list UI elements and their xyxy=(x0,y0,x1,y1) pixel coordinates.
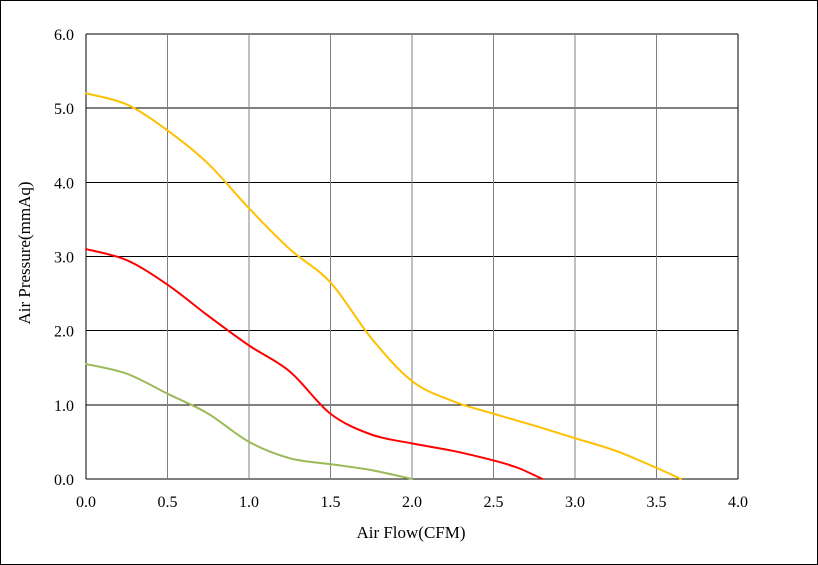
x-tick-label: 2.0 xyxy=(402,494,422,511)
y-tick-label: 4.0 xyxy=(54,175,74,192)
x-tick-labels: 0.0 0.5 1.0 1.5 2.0 2.5 3.0 3.5 4.0 xyxy=(76,494,748,511)
x-tick-label: 1.0 xyxy=(239,494,259,511)
series-lines xyxy=(85,92,682,480)
x-axis-title: Air Flow(CFM) xyxy=(356,523,465,542)
y-tick-labels: 0.0 1.0 2.0 3.0 4.0 5.0 6.0 xyxy=(54,27,74,489)
y-tick-label: 5.0 xyxy=(54,101,74,118)
y-tick-label: 1.0 xyxy=(54,398,74,415)
series-line-1 xyxy=(85,92,682,480)
x-tick-label: 0.0 xyxy=(76,494,96,511)
series-line-3 xyxy=(85,363,413,480)
y-tick-label: 2.0 xyxy=(54,324,74,341)
y-tick-label: 3.0 xyxy=(54,250,74,267)
y-axis-title: Air Pressure(mmAq) xyxy=(15,181,34,324)
x-tick-label: 3.5 xyxy=(647,494,667,511)
x-tick-label: 3.0 xyxy=(565,494,585,511)
x-tick-label: 0.5 xyxy=(158,494,178,511)
x-tick-label: 4.0 xyxy=(728,494,748,511)
x-tick-label: 2.5 xyxy=(484,494,504,511)
y-tick-label: 6.0 xyxy=(54,27,74,44)
x-tick-label: 1.5 xyxy=(321,494,341,511)
series-line-2 xyxy=(85,248,544,480)
grid xyxy=(85,33,739,480)
y-tick-label: 0.0 xyxy=(54,472,74,489)
